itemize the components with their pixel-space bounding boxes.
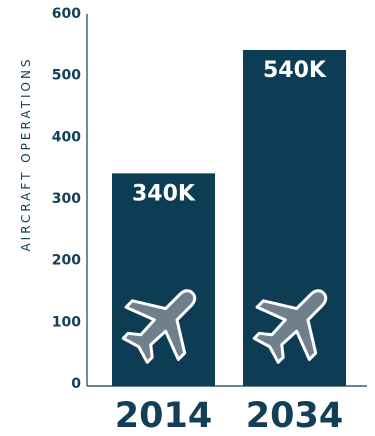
y-tick-label-0: 0 (71, 376, 81, 392)
y-tick-label-300: 300 (52, 191, 81, 207)
y-tick-label-200: 200 (52, 253, 81, 269)
y-tick-label-600: 600 (52, 6, 81, 22)
bar-2014 (112, 173, 215, 386)
y-tick-label-500: 500 (52, 68, 81, 84)
y-tick-label-400: 400 (52, 129, 81, 145)
y-axis-label: AIRCRAFT OPERATIONS (19, 56, 33, 251)
data-label-2034: 540K (263, 58, 327, 83)
x-tick-label-2014: 2014 (115, 396, 212, 436)
bars: 340K 2014 540K 2034 (107, 50, 352, 436)
data-label-2014: 340K (132, 181, 196, 206)
y-tick-label-100: 100 (52, 314, 81, 330)
y-axis-ticks: 0 100 200 300 400 500 600 (52, 6, 81, 392)
x-tick-label-2034: 2034 (246, 396, 343, 436)
